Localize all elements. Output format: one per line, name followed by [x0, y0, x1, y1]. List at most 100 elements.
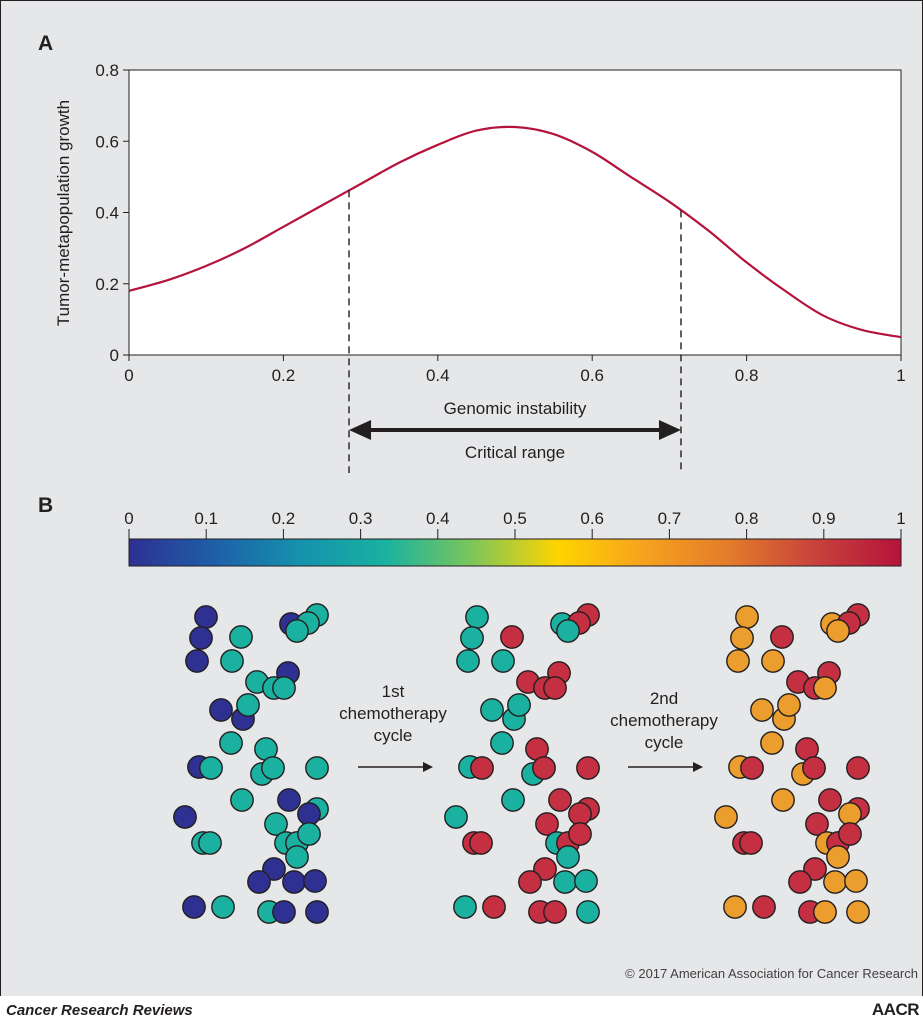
cell-pop1 — [173, 805, 197, 829]
cell-pop1 — [229, 625, 253, 649]
cell-pop1 — [297, 802, 321, 826]
panel-label-a: A — [38, 32, 54, 55]
cell-pop3 — [805, 812, 829, 836]
cell-pop2 — [576, 900, 600, 924]
cell-pop2 — [535, 812, 559, 836]
cell-pop3 — [803, 857, 827, 881]
figure-frame: A B 0 0.2 0.4 0.6 0.8 1 0 0.2 0.4 0.6 0.8 Genomic … — [0, 0, 923, 997]
cell-pop1 — [305, 756, 329, 780]
y-tick-label: 0.8 — [95, 61, 119, 80]
cell-pop1 — [236, 693, 260, 717]
cell-pop3 — [777, 693, 801, 717]
cell-pop1 — [282, 870, 306, 894]
step-label-2nd-cycle: 2nd chemotherapy cycle — [599, 688, 729, 754]
colorbar-tick-label: 0.2 — [272, 509, 296, 528]
footer: Cancer Research Reviews AACR — [0, 996, 923, 1025]
cell-pop3 — [771, 788, 795, 812]
colorbar-tick-label: 0.3 — [349, 509, 373, 528]
cell-pop1 — [189, 626, 213, 650]
cell-pop2 — [532, 756, 556, 780]
cell-pop2 — [453, 895, 477, 919]
cell-pop3 — [844, 869, 868, 893]
cell-pop3 — [826, 619, 850, 643]
colorbar-tick-label: 1 — [896, 509, 905, 528]
cell-pop2 — [548, 788, 572, 812]
cell-pop2 — [576, 756, 600, 780]
cell-pop3 — [802, 756, 826, 780]
x-tick-label: 0.2 — [272, 366, 296, 385]
cell-pop2 — [501, 788, 525, 812]
colorbar — [128, 538, 902, 567]
cell-pop1 — [305, 900, 329, 924]
colorbar-tick-label: 0.7 — [658, 509, 682, 528]
cell-pop3 — [770, 625, 794, 649]
x-tick-label: 0.4 — [426, 366, 450, 385]
cell-pop3 — [735, 605, 759, 629]
cell-pop3 — [846, 756, 870, 780]
plot-area — [128, 69, 902, 356]
cell-pop2 — [460, 626, 484, 650]
x-tick-label: 0.8 — [735, 366, 759, 385]
cell-pop2 — [518, 870, 542, 894]
colorbar-tick-label: 0.1 — [194, 509, 218, 528]
cell-pop1 — [194, 605, 218, 629]
cell-pop1 — [182, 895, 206, 919]
cell-pop3 — [813, 676, 837, 700]
y-tick-label: 0.6 — [95, 132, 119, 151]
cell-pop2 — [490, 731, 514, 755]
cell-pop2 — [480, 698, 504, 722]
cell-pop2 — [556, 845, 580, 869]
cell-pop2 — [543, 676, 567, 700]
y-tick-label: 0.2 — [95, 275, 119, 294]
cell-pop1 — [209, 698, 233, 722]
colorbar-tick-label: 0.6 — [580, 509, 604, 528]
cell-pop3 — [752, 895, 776, 919]
y-axis-label: Tumor-metapopulation growth — [54, 100, 73, 326]
cell-pop1 — [199, 756, 223, 780]
colorbar-tick-label: 0.8 — [735, 509, 759, 528]
cell-pop1 — [272, 900, 296, 924]
cell-pop2 — [456, 649, 480, 673]
cell-pop3 — [760, 731, 784, 755]
critical-range-arrowhead-left — [349, 420, 372, 440]
cell-pop2 — [469, 831, 493, 855]
cell-pop1 — [297, 822, 321, 846]
cell-pop1 — [247, 870, 271, 894]
step1-line3: cycle — [373, 726, 413, 745]
colorbar-tick-label: 0 — [124, 509, 133, 528]
cell-pop3 — [726, 649, 750, 673]
cell-pop2 — [482, 895, 506, 919]
cell-pop2 — [553, 870, 577, 894]
cell-pop3 — [838, 802, 862, 826]
x-tick-label: 1 — [896, 366, 905, 385]
cell-pop3 — [714, 805, 738, 829]
step1-line2: chemotherapy — [339, 704, 447, 723]
cell-pop3 — [730, 626, 754, 650]
step1-line1: 1st — [381, 682, 405, 701]
cell-pop2 — [507, 693, 531, 717]
cell-pop3 — [739, 831, 763, 855]
cell-pop2 — [533, 857, 557, 881]
y-tick-label: 0 — [110, 346, 119, 365]
aacr-logo: AACR — [871, 1000, 920, 1019]
cell-pop1 — [272, 676, 296, 700]
x-tick-label: 0.6 — [580, 366, 604, 385]
step2-line3: cycle — [644, 733, 684, 752]
cell-pop2 — [543, 900, 567, 924]
cell-pop1 — [198, 831, 222, 855]
cell-pop3 — [788, 870, 812, 894]
cell-pop3 — [740, 756, 764, 780]
critical-range-label: Critical range — [465, 443, 565, 462]
cell-pop3 — [826, 845, 850, 869]
cell-pop3 — [723, 895, 747, 919]
cell-pop3 — [750, 698, 774, 722]
cell-pop1 — [277, 788, 301, 812]
cell-pop1 — [220, 649, 244, 673]
cell-pop3 — [818, 788, 842, 812]
cell-pop1 — [219, 731, 243, 755]
colorbar-tick-label: 0.9 — [812, 509, 836, 528]
x-tick-label: 0 — [124, 366, 133, 385]
cell-pop1 — [185, 649, 209, 673]
figure-svg: 0 0.2 0.4 0.6 0.8 1 0 0.2 0.4 0.6 0.8 Genomic inst… — [54, 61, 906, 924]
cell-pop1 — [262, 857, 286, 881]
